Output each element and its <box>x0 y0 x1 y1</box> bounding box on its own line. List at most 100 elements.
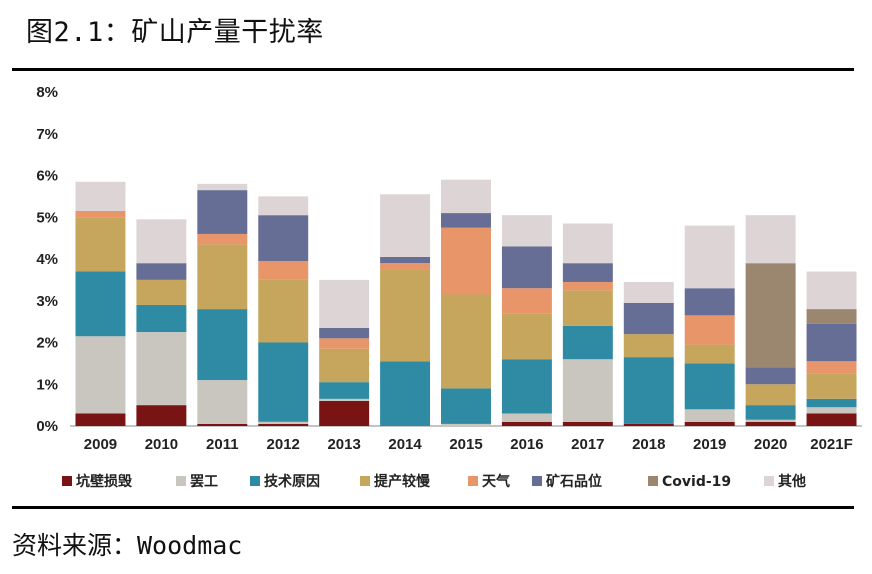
bar-segment <box>745 405 796 420</box>
bar-segment <box>258 196 309 216</box>
bar-segment <box>75 413 126 426</box>
legend-label: 天气 <box>482 473 510 490</box>
bar-segment <box>623 281 674 303</box>
bar-segment <box>441 388 491 424</box>
bar-segment <box>745 367 796 385</box>
bar-segment <box>258 423 309 426</box>
bar-segment <box>501 359 552 414</box>
bar-segment <box>623 357 674 424</box>
legend-swatch <box>62 476 72 486</box>
figure-title: 图2.1：矿山产量干扰率 <box>26 17 324 48</box>
bar-segment <box>684 288 735 316</box>
bar-segment <box>684 315 735 345</box>
x-tick-label: 2020 <box>754 436 787 453</box>
bar-segment <box>75 336 126 414</box>
bar-segment <box>197 244 248 310</box>
bar-segment <box>75 217 126 272</box>
bar-segment <box>197 380 248 424</box>
y-tick-label: 2% <box>36 335 58 352</box>
bar-segment <box>562 359 613 422</box>
bar-segment <box>319 348 370 383</box>
bar-segment <box>319 398 370 401</box>
y-tick-label: 6% <box>36 168 58 185</box>
legend-swatch <box>176 476 186 486</box>
legend-label: 罢工 <box>190 474 218 490</box>
x-tick-label: 2014 <box>388 436 422 453</box>
bottom-divider <box>12 506 854 509</box>
bar-segment <box>197 190 248 234</box>
bar-segment <box>441 423 491 426</box>
bar-segment <box>319 400 370 426</box>
legend-swatch <box>648 476 658 486</box>
bar-segment <box>136 332 187 406</box>
bar-segment <box>684 363 735 410</box>
bar-segment <box>562 223 613 264</box>
bar-segment <box>806 407 857 414</box>
legend-swatch <box>250 476 260 486</box>
bar-segment <box>745 421 796 426</box>
top-divider <box>12 68 854 71</box>
bar-segment <box>380 263 431 270</box>
x-tick-label: 2012 <box>267 436 300 453</box>
bar-segment <box>75 210 126 218</box>
bar-segment <box>197 183 248 191</box>
bar-segment <box>684 409 735 422</box>
y-tick-label: 3% <box>36 293 58 310</box>
bar-segment <box>319 279 370 328</box>
y-tick-label: 4% <box>36 251 58 268</box>
bar-segment <box>806 271 857 310</box>
bar-segment <box>441 213 491 228</box>
bar-segment <box>319 382 370 399</box>
bar-segment <box>197 423 248 426</box>
bar-segment <box>501 246 552 289</box>
bar-segment <box>684 225 735 289</box>
bar-segment <box>319 338 370 349</box>
bar-segment <box>562 290 613 326</box>
x-tick-label: 2011 <box>206 436 239 453</box>
x-tick-label: 2010 <box>145 436 178 453</box>
x-tick-label: 2016 <box>510 436 543 453</box>
legend-label: Covid-19 <box>662 474 731 490</box>
bar-segment <box>501 288 552 314</box>
bar-segment <box>806 361 857 374</box>
legend: 坑壁损毁 罢工 技术原因 提产较慢 天气 矿石品位 Covid-19 其他 <box>62 473 806 490</box>
bar-segment <box>501 421 552 426</box>
x-tick-label: 2018 <box>632 436 665 453</box>
x-tick-label: 2009 <box>84 436 117 453</box>
bar-segment <box>806 323 857 362</box>
bar-segment <box>441 227 491 295</box>
bar-segment <box>136 263 187 280</box>
bar-segment <box>441 179 491 214</box>
bar-segment <box>258 279 309 343</box>
bar-segment <box>380 256 431 264</box>
legend-label: 其他 <box>778 473 806 490</box>
y-axis: 0% 1% 2% 3% 4% 5% 6% 7% 8% <box>36 84 58 435</box>
y-tick-label: 1% <box>36 376 58 393</box>
x-tick-label: 2017 <box>571 436 604 453</box>
bar-segment <box>806 309 857 324</box>
bars <box>75 179 857 426</box>
x-tick-label: 2019 <box>693 436 726 453</box>
bar-segment <box>745 215 796 264</box>
bar-segment <box>501 413 552 422</box>
legend-swatch <box>764 476 774 486</box>
legend-label: 技术原因 <box>264 473 320 490</box>
bar-segment <box>562 325 613 360</box>
legend-label: 提产较慢 <box>374 473 431 490</box>
bar-segment <box>197 233 248 245</box>
bar-segment <box>75 271 126 337</box>
legend-label: 矿石品位 <box>546 473 602 490</box>
bar-segment <box>501 313 552 360</box>
bar-segment <box>380 269 431 362</box>
y-tick-label: 8% <box>36 84 58 101</box>
bar-segment <box>197 309 248 381</box>
bar-segment <box>136 279 187 305</box>
x-tick-label: 2013 <box>327 436 360 453</box>
bar-segment <box>806 398 857 408</box>
bar-segment <box>745 384 796 406</box>
bar-segment <box>623 423 674 426</box>
bar-segment <box>623 302 674 335</box>
legend-swatch <box>468 476 478 486</box>
bar-segment <box>684 421 735 426</box>
